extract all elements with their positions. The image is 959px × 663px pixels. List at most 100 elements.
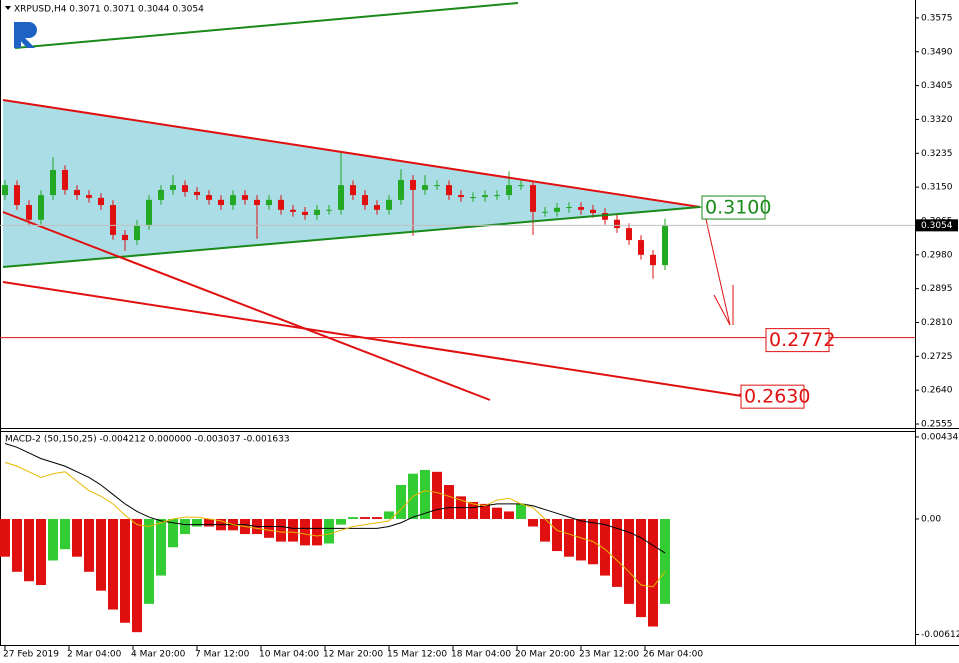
last-price-label: 0.3054 xyxy=(921,221,953,231)
candle-body xyxy=(62,170,68,190)
x-tick-label: 15 Mar 12:00 xyxy=(387,650,447,660)
histogram-bar xyxy=(60,518,70,550)
y-tick-label: 0.3405 xyxy=(921,81,953,91)
histogram-bar xyxy=(384,511,394,519)
candle-body xyxy=(494,195,500,197)
x-tick-label: 23 Mar 12:00 xyxy=(579,650,639,660)
candle-body xyxy=(254,199,260,206)
x-tick-label: 10 Mar 04:00 xyxy=(259,650,319,660)
candle-body xyxy=(230,195,236,206)
candle-body xyxy=(590,209,596,214)
histogram-bar xyxy=(192,518,202,527)
candle-body xyxy=(290,209,296,212)
candle-body xyxy=(554,207,560,212)
candle-body xyxy=(446,185,452,196)
signal-line xyxy=(4,461,666,588)
candle-body xyxy=(38,195,44,220)
x-tick-label: 27 Feb 2019 xyxy=(3,650,59,660)
histogram-bar xyxy=(516,503,526,519)
candle-body xyxy=(110,205,116,235)
histogram-bar xyxy=(204,518,214,527)
candle-body xyxy=(146,199,152,225)
candle-body xyxy=(386,199,392,210)
y-tick-label: 0.3575 xyxy=(921,13,953,23)
forecast-arrow xyxy=(713,294,731,326)
y-tick-label: 0.3490 xyxy=(921,47,953,57)
candle-body xyxy=(362,195,368,206)
candle-body xyxy=(566,207,572,209)
histogram-bar xyxy=(144,518,154,604)
y-tick-label: 0.2980 xyxy=(921,250,953,260)
candle-body xyxy=(14,185,20,206)
y-tick-label: 0.004347 xyxy=(921,432,959,442)
candle-body xyxy=(518,185,524,187)
candle-body xyxy=(458,195,464,198)
histogram-bar xyxy=(300,518,310,546)
y-tick-label: 0.3150 xyxy=(921,183,953,193)
resistance-line xyxy=(2,99,701,208)
histogram-bar xyxy=(612,518,622,587)
candle-body xyxy=(470,197,476,199)
candle-body xyxy=(506,185,512,196)
y-tick-label: 0.2725 xyxy=(921,352,953,362)
histogram-bar xyxy=(0,518,10,557)
candle-body xyxy=(86,195,92,198)
candle-body xyxy=(602,213,608,220)
level-box xyxy=(765,328,830,353)
candle-body xyxy=(194,191,200,196)
candle-body xyxy=(134,224,140,241)
trend-line xyxy=(2,281,743,397)
histogram-bar xyxy=(36,518,46,586)
histogram-bar xyxy=(288,518,298,542)
histogram-bar xyxy=(600,518,610,576)
histogram-bar xyxy=(504,511,514,519)
x-tick-label: 2 Mar 04:00 xyxy=(67,650,122,660)
y-tick-label: 0.3235 xyxy=(921,149,953,159)
candle-body xyxy=(338,185,344,210)
histogram-bar xyxy=(372,517,382,519)
x-tick-label: 26 Mar 04:00 xyxy=(643,650,703,660)
histogram-bar xyxy=(96,518,106,591)
histogram-bar xyxy=(432,471,442,519)
histogram-bar xyxy=(660,518,670,604)
forecast-arrow xyxy=(704,214,731,326)
histogram-bar xyxy=(552,518,562,552)
histogram-bar xyxy=(636,518,646,618)
level-label: 0.2772 xyxy=(769,329,835,351)
histogram-bar xyxy=(276,518,286,542)
y-tick-label: 0.2555 xyxy=(921,420,953,430)
candle-body xyxy=(398,179,404,200)
histogram-bar xyxy=(180,518,190,535)
histogram-bar xyxy=(48,518,58,561)
x-tick-label: 20 Mar 20:00 xyxy=(515,650,575,660)
x-tick-label: 18 Mar 04:00 xyxy=(451,650,511,660)
histogram-bar xyxy=(564,518,574,557)
candle-body xyxy=(158,189,164,200)
histogram-bar xyxy=(324,518,334,544)
histogram-bar xyxy=(168,518,178,548)
histogram-bar xyxy=(132,518,142,633)
candle-body xyxy=(2,185,8,196)
candle-body xyxy=(122,234,128,241)
candle-body xyxy=(614,219,620,229)
histogram-bar xyxy=(336,518,346,525)
menu-arrow xyxy=(5,6,11,10)
candle-body xyxy=(374,205,380,210)
histogram-bar xyxy=(312,518,322,546)
level-box xyxy=(701,195,766,220)
last-price-box xyxy=(916,219,958,232)
histogram-bar xyxy=(360,517,370,519)
candle-body xyxy=(26,205,32,220)
chart-title: XRPUSD,H4 0.3071 0.3071 0.3044 0.3054 xyxy=(14,5,204,15)
candle-body xyxy=(542,211,548,213)
histogram-bar xyxy=(624,518,634,604)
histogram-bar xyxy=(120,518,130,623)
x-tick-label: 12 Mar 20:00 xyxy=(323,650,383,660)
histogram-bar xyxy=(480,503,490,519)
candles xyxy=(2,151,668,279)
candle-body xyxy=(410,179,416,190)
candle-body xyxy=(326,209,332,211)
candle-body xyxy=(206,195,212,200)
candle-body xyxy=(422,185,428,190)
